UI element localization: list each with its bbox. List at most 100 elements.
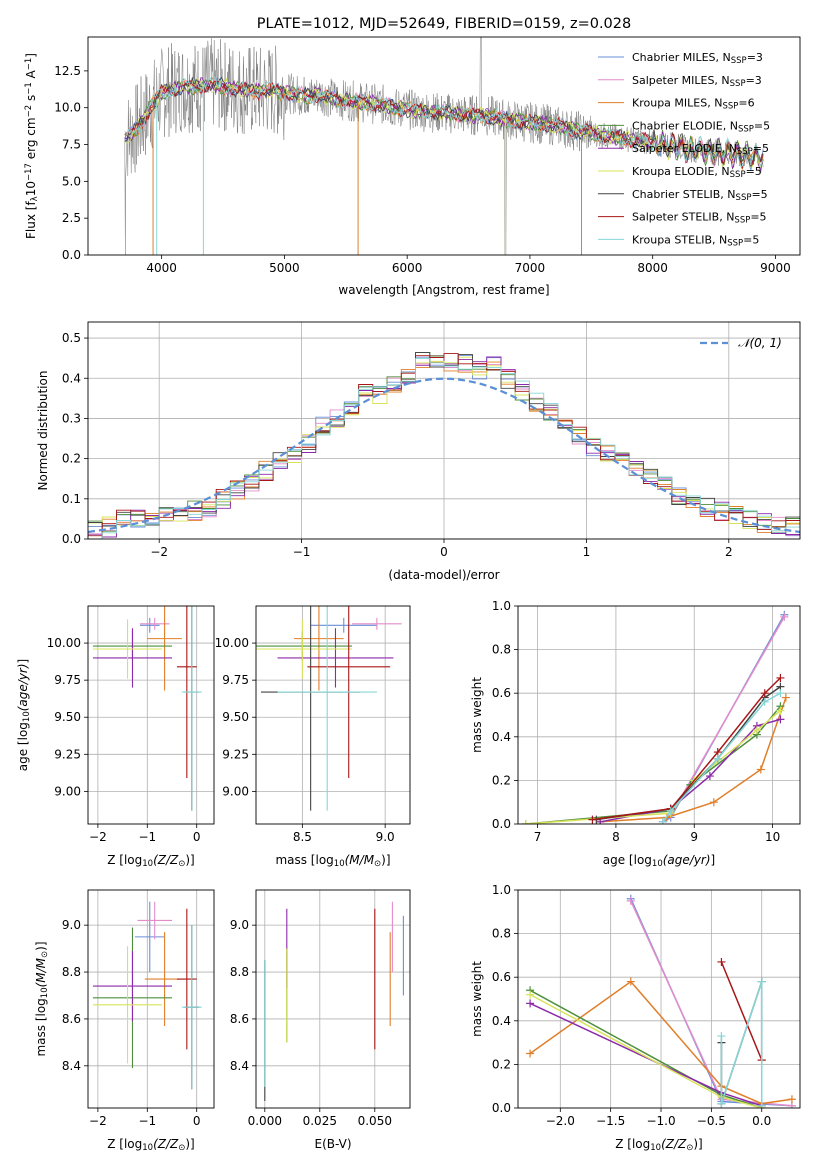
x-tick-label: −1 (138, 830, 156, 844)
weight-line-salpeter_stelib (720, 961, 763, 1061)
label-part: Z [log (615, 1137, 650, 1151)
plot-area (88, 606, 214, 824)
label-part: SSP (737, 147, 753, 157)
weight-marker (760, 697, 769, 706)
weight-line-kroupa_stelib (662, 692, 781, 823)
x-tick-label: −2.0 (546, 1114, 575, 1128)
label-part: Kroupa STELIB, N (632, 233, 727, 246)
label-part: Salpeter ELODIE, N (632, 142, 737, 155)
legend-entry: Salpeter STELIB, NSSP=5 (632, 211, 767, 226)
label-part: E(B-V) (314, 1137, 351, 1151)
y-tick-label: 9.50 (222, 710, 249, 724)
x-tick-label: 8.5 (293, 830, 312, 844)
x-tick-label: 9000 (760, 261, 791, 275)
weight-line-chabrier_elodie (529, 989, 762, 1108)
label-part: Chabrier STELIB, N (632, 188, 736, 201)
y-tick-label: 9.75 (54, 673, 81, 687)
x-tick-label: −2 (89, 830, 107, 844)
x-tick-label: −1 (138, 1114, 156, 1128)
chart-spectrum: 4000 5000 6000 7000 8000 9000 0.0 2.5 5.0 7.5 10.0… (24, 16, 801, 297)
y-tick-label: 9.0 (230, 918, 249, 932)
weight-marker (717, 1032, 726, 1041)
y-tick-label: 0.5 (62, 331, 81, 345)
axes-frame (517, 889, 801, 1109)
weight-marker (526, 999, 535, 1008)
weight-line-chabrier_stelib (596, 686, 781, 821)
y-tick-label: 1.0 (492, 883, 511, 897)
y-tick-label: 5.0 (62, 174, 81, 188)
y-tick-label: 1.0 (492, 599, 511, 613)
label-part: ⊙ (178, 1143, 185, 1153)
weight-line-kroupa_miles (600, 697, 787, 823)
x-axis-label: (data-model)/error (388, 568, 499, 582)
x-tick-label: 8 (612, 830, 620, 844)
x-axis-label: wavelength [Angstrom, rest frame] (338, 283, 549, 297)
axes-frame (255, 889, 411, 1109)
weight-marker (717, 1099, 726, 1108)
label-part: ] (16, 659, 30, 664)
y-tick-label: 0.0 (62, 532, 81, 546)
weight-marker (717, 957, 726, 966)
y-tick-label: 0.0 (62, 248, 81, 262)
label-part: ] (24, 53, 38, 58)
y-tick-label: 10.0 (54, 101, 81, 115)
y-tick-label: 9.0 (62, 918, 81, 932)
y-tick-label: 9.00 (54, 784, 81, 798)
label-part: (Z/Z (661, 1137, 687, 1151)
label-part: =5 (751, 188, 767, 201)
x-tick-label: 0.050 (358, 1114, 392, 1128)
label-part: Salpeter STELIB, N (632, 211, 734, 224)
x-tick-label: −1 (293, 545, 311, 559)
y-tick-label: 9.25 (222, 747, 249, 761)
y-tick-label: 0.4 (492, 730, 511, 744)
label-part: −17 (24, 163, 34, 181)
plot-area (518, 606, 800, 824)
weight-line-salpeter_elodie (529, 1002, 762, 1107)
x-tick-label: 5000 (269, 261, 300, 275)
label-part: Z [log (107, 1137, 142, 1151)
weight-line-kroupa_stelib (720, 981, 763, 1106)
y-tick-label: 12.5 (54, 64, 81, 78)
axes-frame (87, 321, 801, 540)
weight-marker (705, 772, 714, 781)
plot-area (256, 890, 410, 1108)
weight-marker (776, 689, 785, 698)
label-part: ] (711, 853, 716, 867)
y-tick-label: 0.0 (492, 817, 511, 831)
label-part: (M/M (345, 853, 375, 867)
x-tick-label: 6000 (392, 261, 423, 275)
axes-frame (255, 605, 411, 825)
label-part: =5 (750, 211, 766, 224)
label-part: =3 (747, 51, 763, 64)
label-part: A (24, 69, 38, 82)
x-axis-label: Z [log10(Z/Z⊙)] (615, 1137, 703, 1153)
label-part: 10 (142, 1143, 153, 1153)
y-tick-label: 9.50 (54, 710, 81, 724)
label-part: SSP (738, 125, 754, 135)
y-tick-label: 0.6 (492, 686, 511, 700)
x-tick-label: 9.0 (376, 830, 395, 844)
label-part: )] (381, 853, 390, 867)
y-axis-label: age [log10(age/yr)] (16, 659, 32, 771)
weight-line-chabrier_miles (662, 614, 785, 823)
weight-marker (787, 1095, 796, 1104)
weight-marker (752, 726, 761, 735)
y-tick-label: 0.4 (62, 371, 81, 385)
label-part: )] (185, 853, 194, 867)
label-part: −2 (24, 105, 34, 118)
label-part: λ (30, 196, 40, 201)
y-tick-label: 9.00 (222, 784, 249, 798)
label-part: SSP (730, 79, 746, 89)
y-tick-label: 0.2 (62, 452, 81, 466)
y-tick-label: 8.4 (62, 1059, 81, 1073)
weight-marker (666, 806, 675, 815)
label-part: =5 (743, 233, 759, 246)
y-tick-label: 2.5 (62, 211, 81, 225)
x-tick-label: −1.0 (646, 1114, 675, 1128)
y-tick-label: 0.8 (492, 927, 511, 941)
histogram-kroupa_stelib (88, 358, 800, 539)
label-part: 10 (24, 181, 38, 196)
weight-marker (776, 706, 785, 715)
